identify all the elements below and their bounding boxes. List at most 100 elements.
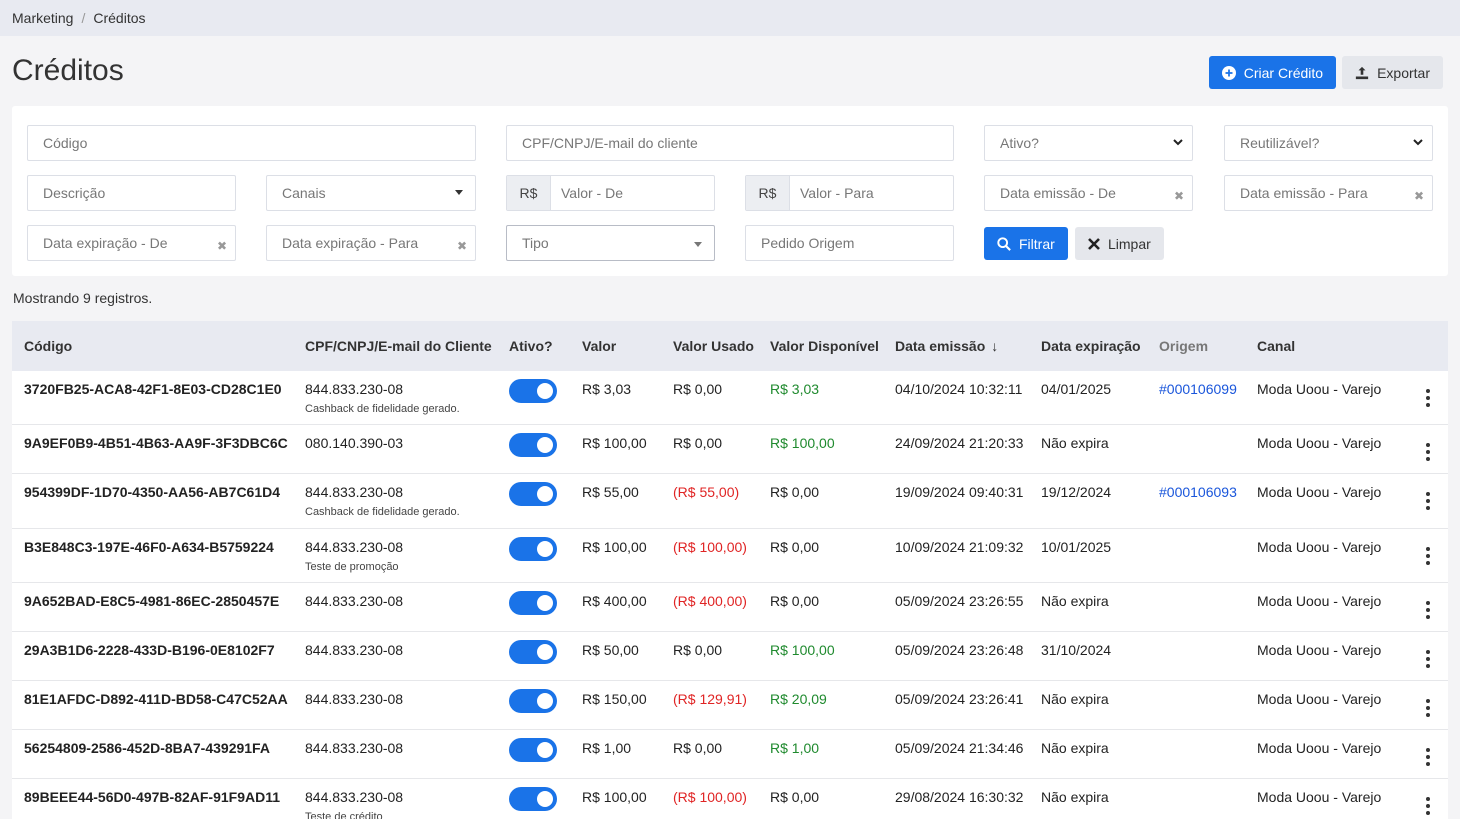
active-toggle[interactable]: [509, 482, 557, 506]
issue-date: 04/10/2024 10:32:11: [895, 381, 1023, 397]
table-header: Código CPF/CNPJ/E-mail do Cliente Ativo?…: [12, 321, 1448, 371]
more-vertical-icon[interactable]: [1407, 435, 1448, 461]
clear-icon[interactable]: ✖: [456, 239, 467, 253]
credit-value: R$ 1,00: [582, 740, 632, 756]
expiry-date: Não expira: [1041, 789, 1109, 805]
issue-date-from-placeholder: Data emissão - De: [1000, 185, 1116, 201]
active-toggle[interactable]: [509, 787, 557, 811]
more-vertical-icon[interactable]: [1407, 593, 1448, 619]
table-row[interactable]: 29A3B1D6-2228-433D-B196-0E8102F7 844.833.…: [12, 632, 1448, 681]
description-filter-input[interactable]: Descrição: [27, 175, 236, 211]
more-vertical-icon[interactable]: [1407, 740, 1448, 766]
used-value: R$ 0,00: [673, 740, 723, 756]
breadcrumb-current: Créditos: [93, 10, 146, 26]
active-toggle[interactable]: [509, 689, 557, 713]
client-filter-placeholder: CPF/CNPJ/E-mail do cliente: [522, 135, 698, 151]
table-row[interactable]: 954399DF-1D70-4350-AA56-AB7C61D4 844.833.…: [12, 474, 1448, 529]
header-code[interactable]: Código: [24, 338, 73, 354]
table-row[interactable]: 56254809-2586-452D-8BA7-439291FA 844.833.…: [12, 730, 1448, 779]
active-toggle[interactable]: [509, 738, 557, 762]
code-filter-input[interactable]: Código: [27, 125, 476, 161]
client-id: 080.140.390-03: [305, 435, 404, 451]
create-credit-label: Criar Crédito: [1243, 64, 1324, 81]
create-credit-button[interactable]: Criar Crédito: [1208, 56, 1337, 89]
issue-date-to-input[interactable]: Data emissão - Para ✖: [1224, 175, 1433, 211]
header-client[interactable]: CPF/CNPJ/E-mail do Cliente: [305, 338, 492, 354]
order-origin-input[interactable]: Pedido Origem: [745, 225, 954, 261]
reusable-filter-select[interactable]: Reutilizável?: [1224, 125, 1433, 161]
issue-date-to-placeholder: Data emissão - Para: [1240, 185, 1368, 201]
issue-date-from-input[interactable]: Data emissão - De ✖: [984, 175, 1193, 211]
active-filter-select[interactable]: Ativo?: [984, 125, 1193, 161]
clear-icon[interactable]: ✖: [1173, 189, 1184, 203]
breadcrumb: Marketing / Créditos: [0, 0, 1460, 36]
header-issue-date[interactable]: Data emissão ↓: [895, 338, 1041, 354]
origin-order-link[interactable]: #000106093: [1159, 484, 1237, 500]
header-value[interactable]: Valor: [582, 338, 617, 354]
channel: Moda Uoou - Varejo: [1257, 593, 1382, 609]
client-id: 844.833.230-08: [305, 381, 404, 397]
table-row[interactable]: 9A9EF0B9-4B51-4B63-AA9F-3F3DBC6C 080.140.…: [12, 425, 1448, 474]
expiry-date-from-input[interactable]: Data expiração - De ✖: [27, 225, 236, 261]
more-vertical-icon[interactable]: [1407, 691, 1448, 717]
origin-order-link: [1159, 632, 1257, 680]
value-to-filter[interactable]: R$ Valor - Para: [745, 175, 954, 211]
channels-filter-select[interactable]: Canais: [266, 175, 476, 211]
table-row[interactable]: 89BEEE44-56D0-497B-82AF-91F9AD11 844.833.…: [12, 779, 1448, 819]
client-id: 844.833.230-08: [305, 484, 404, 500]
issue-date: 05/09/2024 23:26:55: [895, 593, 1024, 609]
more-vertical-icon[interactable]: [1407, 789, 1448, 815]
search-icon: [997, 236, 1011, 251]
breadcrumb-separator: /: [81, 10, 86, 26]
expiry-date: Não expira: [1041, 691, 1109, 707]
header-expiry-date[interactable]: Data expiração: [1041, 338, 1141, 354]
header-channel[interactable]: Canal: [1257, 338, 1296, 354]
issue-date: 24/09/2024 21:20:33: [895, 435, 1024, 451]
more-vertical-icon[interactable]: [1407, 539, 1448, 565]
filter-button[interactable]: Filtrar: [984, 227, 1068, 260]
clear-button[interactable]: Limpar: [1075, 227, 1164, 260]
more-vertical-icon[interactable]: [1407, 642, 1448, 668]
credit-description: Cashback de fidelidade gerado.: [305, 403, 460, 415]
more-vertical-icon[interactable]: [1407, 381, 1448, 407]
value-from-filter[interactable]: R$ Valor - De: [506, 175, 715, 211]
caret-down-icon: [694, 242, 702, 247]
active-toggle[interactable]: [509, 379, 557, 403]
active-toggle[interactable]: [509, 433, 557, 457]
active-toggle[interactable]: [509, 537, 557, 561]
credit-code: 56254809-2586-452D-8BA7-439291FA: [24, 740, 270, 756]
clear-icon[interactable]: ✖: [216, 239, 227, 253]
table-row[interactable]: 3720FB25-ACA8-42F1-8E03-CD28C1E0 844.833.…: [12, 371, 1448, 425]
origin-order-link[interactable]: #000106099: [1159, 381, 1237, 397]
used-value: (R$ 55,00): [673, 484, 740, 500]
header-active[interactable]: Ativo?: [509, 338, 553, 354]
type-filter-select[interactable]: Tipo: [506, 225, 715, 261]
export-button[interactable]: Exportar: [1342, 56, 1443, 89]
header-used-value[interactable]: Valor Usado: [673, 338, 754, 354]
credit-code: B3E848C3-197E-46F0-A634-B5759224: [24, 539, 274, 555]
clear-icon[interactable]: ✖: [1413, 189, 1424, 203]
header-available-value[interactable]: Valor Disponível: [770, 338, 879, 354]
credit-description: Teste de crédito: [305, 811, 383, 819]
origin-order-link: [1159, 583, 1257, 631]
sort-desc-icon: ↓: [991, 338, 999, 354]
client-id: 844.833.230-08: [305, 691, 404, 707]
expiry-date-to-input[interactable]: Data expiração - Para ✖: [266, 225, 476, 261]
order-origin-placeholder: Pedido Origem: [761, 235, 855, 251]
credit-code: 29A3B1D6-2228-433D-B196-0E8102F7: [24, 642, 275, 658]
table-row[interactable]: 9A652BAD-E8C5-4981-86EC-2850457E 844.833.…: [12, 583, 1448, 632]
table-row[interactable]: 81E1AFDC-D892-411D-BD58-C47C52AA 844.833.…: [12, 681, 1448, 730]
credit-value: R$ 50,00: [582, 642, 639, 658]
active-toggle[interactable]: [509, 640, 557, 664]
table-row[interactable]: B3E848C3-197E-46F0-A634-B5759224 844.833.…: [12, 529, 1448, 583]
channel: Moda Uoou - Varejo: [1257, 435, 1382, 451]
more-vertical-icon[interactable]: [1407, 484, 1448, 510]
expiry-date: 19/12/2024: [1041, 484, 1112, 500]
used-value: (R$ 129,91): [673, 691, 747, 707]
origin-order-link: [1159, 681, 1257, 729]
available-value: R$ 3,03: [770, 381, 820, 397]
breadcrumb-parent[interactable]: Marketing: [12, 10, 74, 26]
active-toggle[interactable]: [509, 591, 557, 615]
client-filter-input[interactable]: CPF/CNPJ/E-mail do cliente: [506, 125, 954, 161]
available-value: R$ 0,00: [770, 484, 820, 500]
